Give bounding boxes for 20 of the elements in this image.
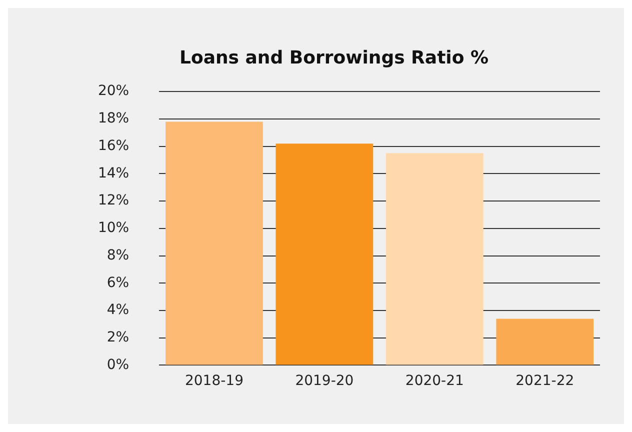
bar: [276, 144, 374, 365]
chart-title: Loans and Borrowings Ratio %: [179, 47, 489, 68]
y-tick-label: 6%: [106, 274, 130, 291]
bar: [166, 122, 263, 365]
x-tick-label: 2019-20: [295, 373, 354, 390]
y-tick-label: 2%: [106, 329, 130, 346]
x-tick-label: 2018-19: [184, 373, 244, 390]
y-tick-label: 8%: [106, 247, 130, 264]
y-tick-label: 12%: [98, 192, 130, 209]
x-tick-label: 2021-22: [516, 373, 574, 390]
y-tick-label: 16%: [98, 138, 130, 154]
y-tick-label: 0%: [106, 356, 130, 373]
bar: [496, 318, 594, 365]
y-tick-label: 18%: [98, 110, 130, 127]
x-tick-label: 2020-21: [405, 373, 464, 390]
y-tick-label: 10%: [98, 220, 130, 236]
y-tick-label: 4%: [106, 302, 130, 318]
y-tick-label: 20%: [98, 83, 130, 100]
bar: [386, 153, 484, 365]
y-tick-label: 14%: [98, 165, 130, 182]
